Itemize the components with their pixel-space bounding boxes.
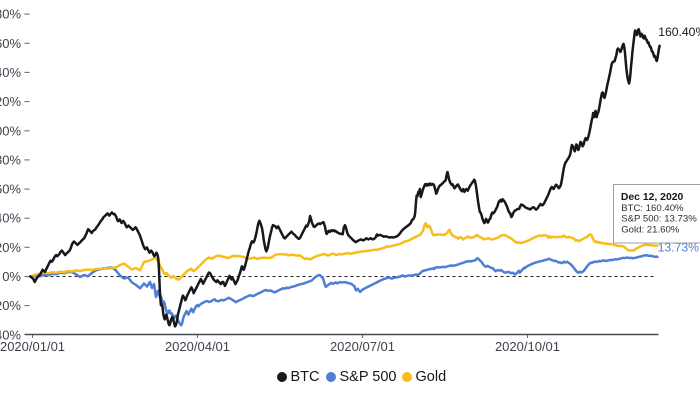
svg-text:2020/10/01: 2020/10/01 <box>495 339 560 354</box>
svg-text:160%: 160% <box>0 36 21 51</box>
svg-text:2020/07/01: 2020/07/01 <box>330 339 395 354</box>
svg-text:Gold: 21.60%: Gold: 21.60% <box>621 225 680 236</box>
svg-text:2020/04/01: 2020/04/01 <box>165 339 230 354</box>
svg-text:60%: 60% <box>0 182 21 197</box>
svg-text:40%: 40% <box>0 211 21 226</box>
svg-text:13.73%: 13.73% <box>658 241 699 255</box>
svg-text:80%: 80% <box>0 152 21 167</box>
svg-text:160.40%: 160.40% <box>658 25 700 39</box>
svg-text:2020/01/01: 2020/01/01 <box>0 339 65 354</box>
svg-text:Dec 12, 2020: Dec 12, 2020 <box>621 192 684 203</box>
svg-text:120%: 120% <box>0 94 21 109</box>
svg-text:-20%: -20% <box>0 298 21 313</box>
svg-text:BTC: BTC <box>291 369 320 385</box>
svg-text:S&P 500: 13.73%: S&P 500: 13.73% <box>621 214 697 225</box>
svg-text:20%: 20% <box>0 240 21 255</box>
svg-text:140%: 140% <box>0 65 21 80</box>
svg-text:BTC: 160.40%: BTC: 160.40% <box>621 203 684 214</box>
svg-text:100%: 100% <box>0 123 21 138</box>
svg-text:0%: 0% <box>2 269 21 284</box>
svg-text:Gold: Gold <box>416 369 447 385</box>
svg-text:S&P 500: S&P 500 <box>340 369 397 385</box>
svg-text:180%: 180% <box>0 7 21 22</box>
svg-text:-40%: -40% <box>0 327 21 342</box>
